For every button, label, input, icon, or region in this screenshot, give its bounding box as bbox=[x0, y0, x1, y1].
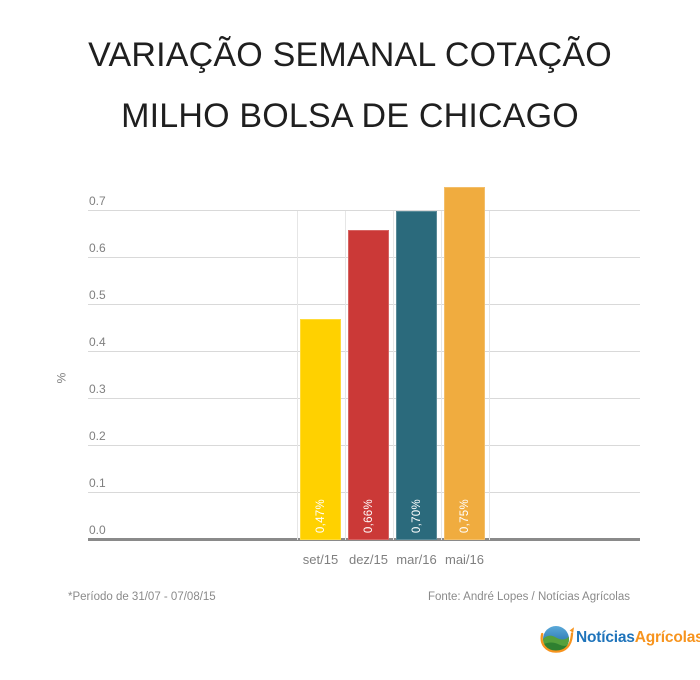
category-separator-line bbox=[344, 211, 346, 540]
noticias-agricolas-logo: NotíciasAgrícolas bbox=[539, 620, 700, 656]
bar-value-label: 0,66% bbox=[362, 498, 375, 533]
bar-mar-16: 0,70% bbox=[396, 211, 437, 540]
globe-icon bbox=[540, 626, 574, 653]
chart-title-line1: VARIAÇÃO SEMANAL COTAÇÃO bbox=[88, 36, 612, 74]
category-separator-line bbox=[296, 211, 298, 540]
bar-mai-16: 0,75% bbox=[444, 187, 485, 540]
bar-value-label: 0,47% bbox=[314, 498, 327, 533]
y-tick-label: 0.2 bbox=[89, 429, 106, 443]
x-category-label: mai/16 bbox=[444, 552, 485, 567]
bar-dez-15: 0,66% bbox=[348, 230, 389, 540]
category-separator-line bbox=[392, 211, 394, 540]
footer-period-note: *Período de 31/07 - 07/08/15 bbox=[68, 591, 216, 603]
x-category-label: mar/16 bbox=[396, 552, 437, 567]
footer-source: Fonte: André Lopes / Notícias Agrícolas bbox=[427, 591, 630, 603]
logo-text-agricolas: Agrícolas bbox=[634, 629, 700, 646]
x-category-label: set/15 bbox=[302, 552, 339, 567]
plot-area: 0.0 0.1 0.2 0.3 0.4 0.5 0.6 0.7 0,47% set/15 0,66%… bbox=[88, 187, 640, 567]
logo-text-noticias: Notícias bbox=[576, 629, 635, 646]
logo-text: NotíciasAgrícolas bbox=[576, 629, 700, 647]
category-separator-line bbox=[488, 211, 490, 540]
y-tick-label: 0.3 bbox=[89, 382, 106, 396]
y-gridline bbox=[88, 210, 640, 211]
chart-title-line2: MILHO BOLSA DE CHICAGO bbox=[121, 97, 579, 135]
y-tick-label: 0.4 bbox=[89, 335, 106, 349]
category-separator-line bbox=[440, 211, 442, 540]
x-category-label: dez/15 bbox=[348, 552, 389, 567]
y-tick-label: 0.5 bbox=[89, 288, 106, 302]
y-tick-label: 0.1 bbox=[89, 476, 106, 490]
bar-value-label: 0,70% bbox=[410, 498, 423, 533]
y-tick-label: 0.6 bbox=[89, 241, 106, 255]
y-tick-label: 0.7 bbox=[89, 194, 106, 208]
bar-value-label: 0,75% bbox=[458, 498, 471, 533]
y-axis-title: % bbox=[54, 372, 69, 384]
y-tick-label: 0.0 bbox=[89, 523, 106, 537]
bar-set-15: 0,47% bbox=[300, 319, 341, 540]
